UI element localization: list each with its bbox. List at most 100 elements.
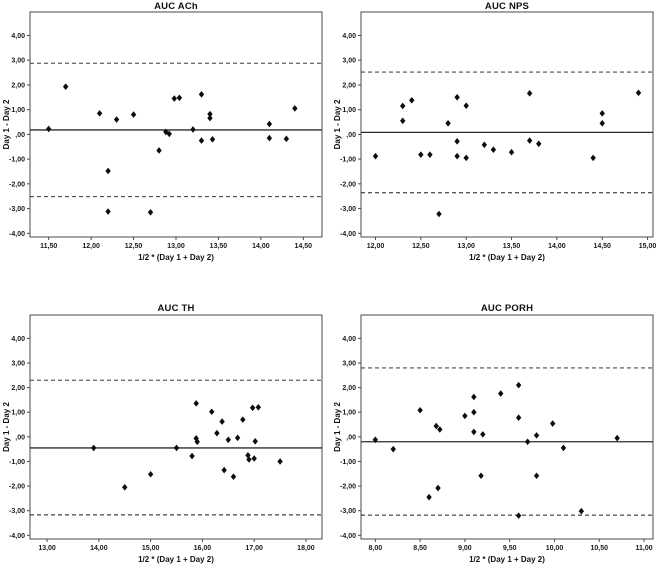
data-point — [599, 119, 605, 127]
y-tick-label: -2,00 — [340, 484, 356, 491]
data-point — [173, 444, 180, 452]
chart-title-auc-porh: AUC PORH — [480, 303, 534, 314]
data-point — [436, 210, 442, 218]
data-point — [536, 140, 542, 148]
y-tick-label: 2,00 — [11, 385, 25, 392]
data-point — [400, 102, 406, 110]
panel-auc-th: AUC TH 4,00 3,00 2,00 1,00 ,00 -1,00 -2,00 -3,0… — [0, 283, 331, 565]
data-point — [418, 151, 424, 158]
data-point — [533, 472, 540, 480]
data-point — [433, 422, 439, 430]
y-tick-label: -3,00 — [9, 508, 25, 515]
y-axis-label: Day 1 - Day 2 — [2, 402, 11, 452]
x-tick-label: 11,00 — [635, 545, 652, 552]
chart-title-auc-th: AUC TH — [157, 303, 195, 314]
data-point — [526, 90, 533, 97]
data-point — [462, 412, 468, 420]
x-tick-label: 15,00 — [639, 243, 657, 250]
data-point — [515, 414, 522, 421]
data-point — [417, 406, 423, 414]
x-axis-label: 1/2 * (Day 1 + Day 2) — [138, 253, 214, 262]
y-tick-label: 2,00 — [342, 82, 356, 89]
data-point — [508, 148, 515, 156]
x-tick-label: 12,50 — [412, 243, 430, 250]
x-tick-label: 14,50 — [593, 243, 611, 250]
data-point — [105, 167, 111, 175]
data-point — [498, 390, 504, 397]
y-tick-label: -4,00 — [9, 533, 25, 540]
data-point — [471, 428, 477, 436]
y-tick-label: 1,00 — [342, 107, 356, 114]
data-point — [198, 91, 205, 98]
data-point — [62, 83, 69, 90]
auc-nps-scatter-plot: 4,00 3,00 2,00 1,00 ,00 -1,00 -2,00 -3,00 -4,00 1… — [333, 11, 657, 262]
x-tick-label: 14,00 — [252, 243, 270, 250]
data-point — [372, 436, 379, 444]
data-point — [190, 126, 196, 133]
y-tick-label: -4,00 — [9, 231, 25, 238]
data-point — [113, 116, 120, 123]
data-point — [96, 110, 103, 117]
data-point — [560, 444, 567, 452]
y-tick-label: -3,00 — [9, 206, 25, 213]
y-tick-label: -1,00 — [9, 157, 25, 164]
auc-ach-scatter-plot: 4,00 3,00 2,00 1,00 ,00 -1,00 -2,00 -3,00 -4,00 1… — [2, 11, 323, 262]
y-tick-label: 4,00 — [11, 336, 25, 343]
x-tick-label: 14,50 — [295, 243, 313, 250]
y-tick-label: -2,00 — [9, 181, 25, 188]
y-tick-label: 3,00 — [11, 58, 25, 65]
data-point — [471, 408, 477, 416]
data-point — [454, 152, 460, 160]
y-tick-label: 4,00 — [342, 33, 356, 40]
auc-porh-scatter-plot: 4,00 3,00 2,00 1,00 ,00 -1,00 -2,00 -3,00 -4,00 8… — [333, 314, 654, 564]
y-tick-label: -4,00 — [340, 231, 356, 238]
data-point — [147, 208, 154, 216]
y-axis-label: Day 1 - Day 2 — [333, 99, 342, 149]
data-point — [209, 136, 216, 143]
x-tick-label: 13,50 — [503, 243, 521, 250]
y-tick-label: -2,00 — [340, 181, 356, 188]
data-point — [445, 119, 451, 127]
y-tick-label: 4,00 — [11, 33, 25, 40]
data-point — [245, 452, 251, 459]
data-point — [372, 152, 379, 160]
data-point — [390, 445, 396, 453]
y-tick-label: 3,00 — [342, 58, 356, 65]
data-point — [266, 120, 273, 128]
x-tick-label: 10,00 — [546, 545, 564, 552]
panel-auc-nps: AUC NPS 4,00 3,00 2,00 1,00 ,00 -1,00 -2,00 -3,… — [331, 0, 662, 283]
data-point — [207, 114, 213, 122]
x-axis-label: 1/2 * (Day 1 + Day 2) — [138, 555, 214, 564]
y-tick-label: 1,00 — [11, 410, 25, 417]
data-point — [471, 393, 477, 401]
data-point — [252, 437, 258, 445]
x-tick-label: 16,00 — [194, 545, 212, 552]
data-point — [400, 117, 406, 125]
y-tick-label: -4,00 — [340, 533, 356, 540]
data-point — [198, 137, 205, 144]
data-point — [599, 110, 605, 117]
data-point — [463, 102, 469, 110]
x-tick-label: 13,00 — [457, 243, 475, 250]
panel-auc-ach: AUC ACh 4,00 3,00 2,00 1,00 ,00 -1,00 -2,00 -3,… — [0, 0, 331, 283]
data-point — [635, 89, 642, 97]
data-point — [292, 105, 298, 112]
y-tick-label: ,00 — [15, 434, 25, 441]
data-point — [426, 493, 432, 501]
x-tick-label: 14,00 — [90, 545, 108, 552]
data-point — [194, 438, 200, 446]
x-tick-label: 9,50 — [503, 545, 517, 552]
x-tick-label: 8,00 — [369, 545, 383, 552]
data-point — [234, 434, 241, 442]
data-point — [189, 452, 195, 460]
data-point — [225, 436, 231, 444]
data-point — [251, 455, 257, 462]
x-tick-label: 14,00 — [548, 243, 566, 250]
y-axis-label: Day 1 - Day 2 — [333, 402, 342, 452]
data-point — [166, 130, 172, 138]
x-tick-label: 15,00 — [142, 545, 160, 552]
y-tick-label: -2,00 — [9, 484, 25, 491]
data-point — [193, 400, 199, 407]
x-tick-label: 10,50 — [590, 545, 608, 552]
